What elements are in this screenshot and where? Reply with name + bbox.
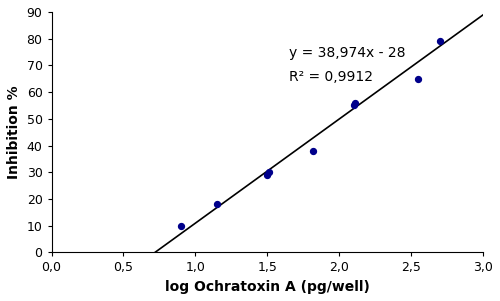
X-axis label: log Ochratoxin A (pg/well): log Ochratoxin A (pg/well): [165, 280, 370, 294]
Point: [310, 148, 318, 153]
Point: [264, 172, 272, 177]
Text: R² = 0,9912: R² = 0,9912: [289, 70, 373, 84]
Text: y = 38,974x - 28: y = 38,974x - 28: [289, 46, 406, 60]
Point: [436, 39, 444, 44]
Point: [213, 202, 221, 207]
Y-axis label: Inhibition %: Inhibition %: [7, 85, 21, 179]
Point: [350, 103, 358, 108]
Point: [177, 223, 185, 228]
Point: [265, 170, 273, 175]
Point: [414, 76, 422, 81]
Point: [351, 101, 359, 105]
